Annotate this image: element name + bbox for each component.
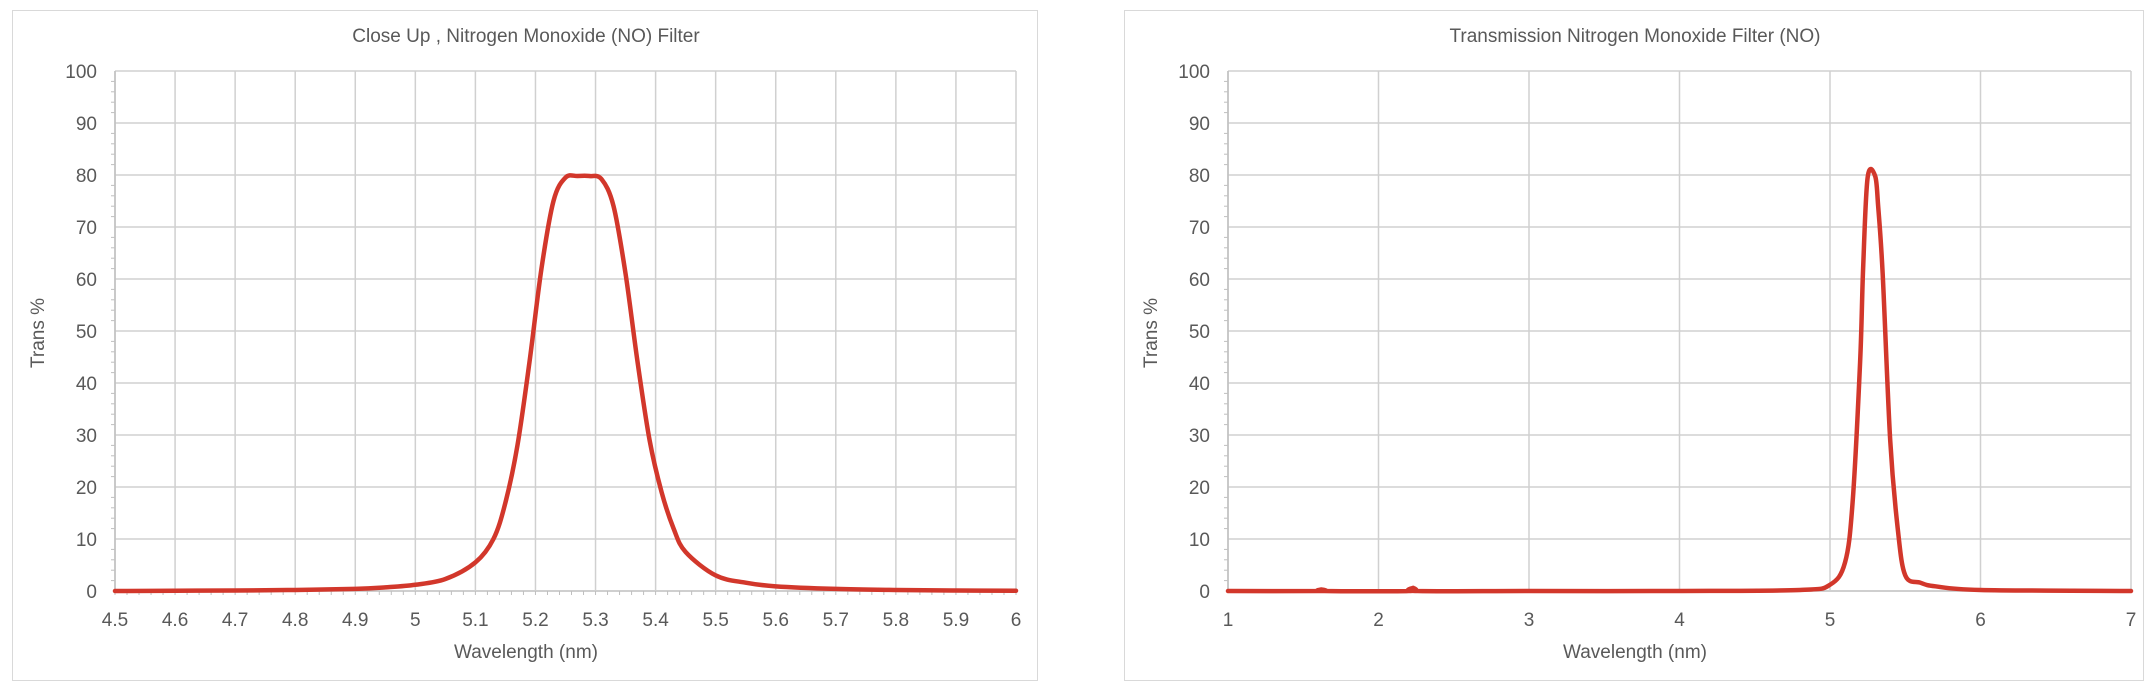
x-tick-label: 5.9 [943, 610, 969, 631]
transmission-series-line [1225, 166, 2134, 594]
y-tick-label: 0 [86, 582, 97, 603]
chart-panel-closeup: Close Up , Nitrogen Monoxide (NO) Filter… [12, 10, 1038, 681]
x-tick-label: 5.3 [582, 610, 608, 631]
y-tick-label: 60 [76, 270, 97, 291]
y-tick-label: 60 [1189, 270, 1210, 291]
x-tick-label: 4.6 [162, 610, 188, 631]
y-tick-label: 80 [1189, 166, 1210, 187]
y-tick-label: 50 [1189, 322, 1210, 343]
x-tick-label: 4.9 [342, 610, 368, 631]
x-tick-label: 5 [1825, 610, 1836, 631]
y-tick-label: 10 [1189, 530, 1210, 551]
chart-full-svg: Transmission Nitrogen Monoxide Filter (N… [1141, 26, 2137, 663]
y-tick-label: 30 [1189, 426, 1210, 447]
y-tick-label: 90 [76, 114, 97, 135]
y-tick-label: 40 [76, 374, 97, 395]
y-tick-label: 90 [1189, 114, 1210, 135]
x-tick-label: 4.5 [102, 610, 128, 631]
x-tick-label: 4 [1674, 610, 1685, 631]
x-tick-label: 5.8 [883, 610, 909, 631]
y-tick-label: 70 [76, 218, 97, 239]
chart-title: Transmission Nitrogen Monoxide Filter (N… [1450, 26, 1821, 47]
x-tick-label: 5.4 [642, 610, 669, 631]
x-axis-title: Wavelength (nm) [454, 642, 598, 663]
y-axis-title: Trans % [1141, 298, 1162, 368]
y-axis-title: Trans % [28, 298, 49, 368]
y-tick-label: 10 [76, 530, 97, 551]
y-tick-label: 100 [1178, 62, 1210, 83]
y-tick-label: 80 [76, 166, 97, 187]
y-tick-label: 40 [1189, 374, 1210, 395]
gridlines [1224, 70, 2132, 592]
x-tick-label: 1 [1223, 610, 1234, 631]
x-tick-label: 5.6 [763, 610, 789, 631]
y-tick-label: 30 [76, 426, 97, 447]
x-tick-label: 5.7 [823, 610, 849, 631]
x-tick-label: 5.5 [702, 610, 728, 631]
chart-panel-full: Transmission Nitrogen Monoxide Filter (N… [1124, 10, 2144, 681]
x-tick-label: 4.8 [282, 610, 308, 631]
x-tick-label: 5.2 [522, 610, 548, 631]
transmission-series-line [112, 173, 1019, 594]
x-tick-label: 3 [1524, 610, 1535, 631]
x-tick-label: 2 [1373, 610, 1384, 631]
x-tick-label: 5 [410, 610, 421, 631]
y-tick-label: 0 [1199, 582, 1210, 603]
chart-title: Close Up , Nitrogen Monoxide (NO) Filter [352, 26, 700, 47]
x-tick-label: 5.1 [462, 610, 488, 631]
x-tick-label: 7 [2126, 610, 2137, 631]
x-tick-label: 6 [1975, 610, 1986, 631]
gridlines [111, 70, 1017, 595]
y-tick-label: 20 [76, 478, 97, 499]
y-tick-label: 50 [76, 322, 97, 343]
chart-closeup-svg: Close Up , Nitrogen Monoxide (NO) Filter… [28, 26, 1022, 663]
x-axis-title: Wavelength (nm) [1563, 642, 1707, 663]
y-tick-label: 20 [1189, 478, 1210, 499]
x-tick-label: 4.7 [222, 610, 248, 631]
y-tick-label: 100 [65, 62, 97, 83]
y-tick-label: 70 [1189, 218, 1210, 239]
x-tick-label: 6 [1011, 610, 1022, 631]
